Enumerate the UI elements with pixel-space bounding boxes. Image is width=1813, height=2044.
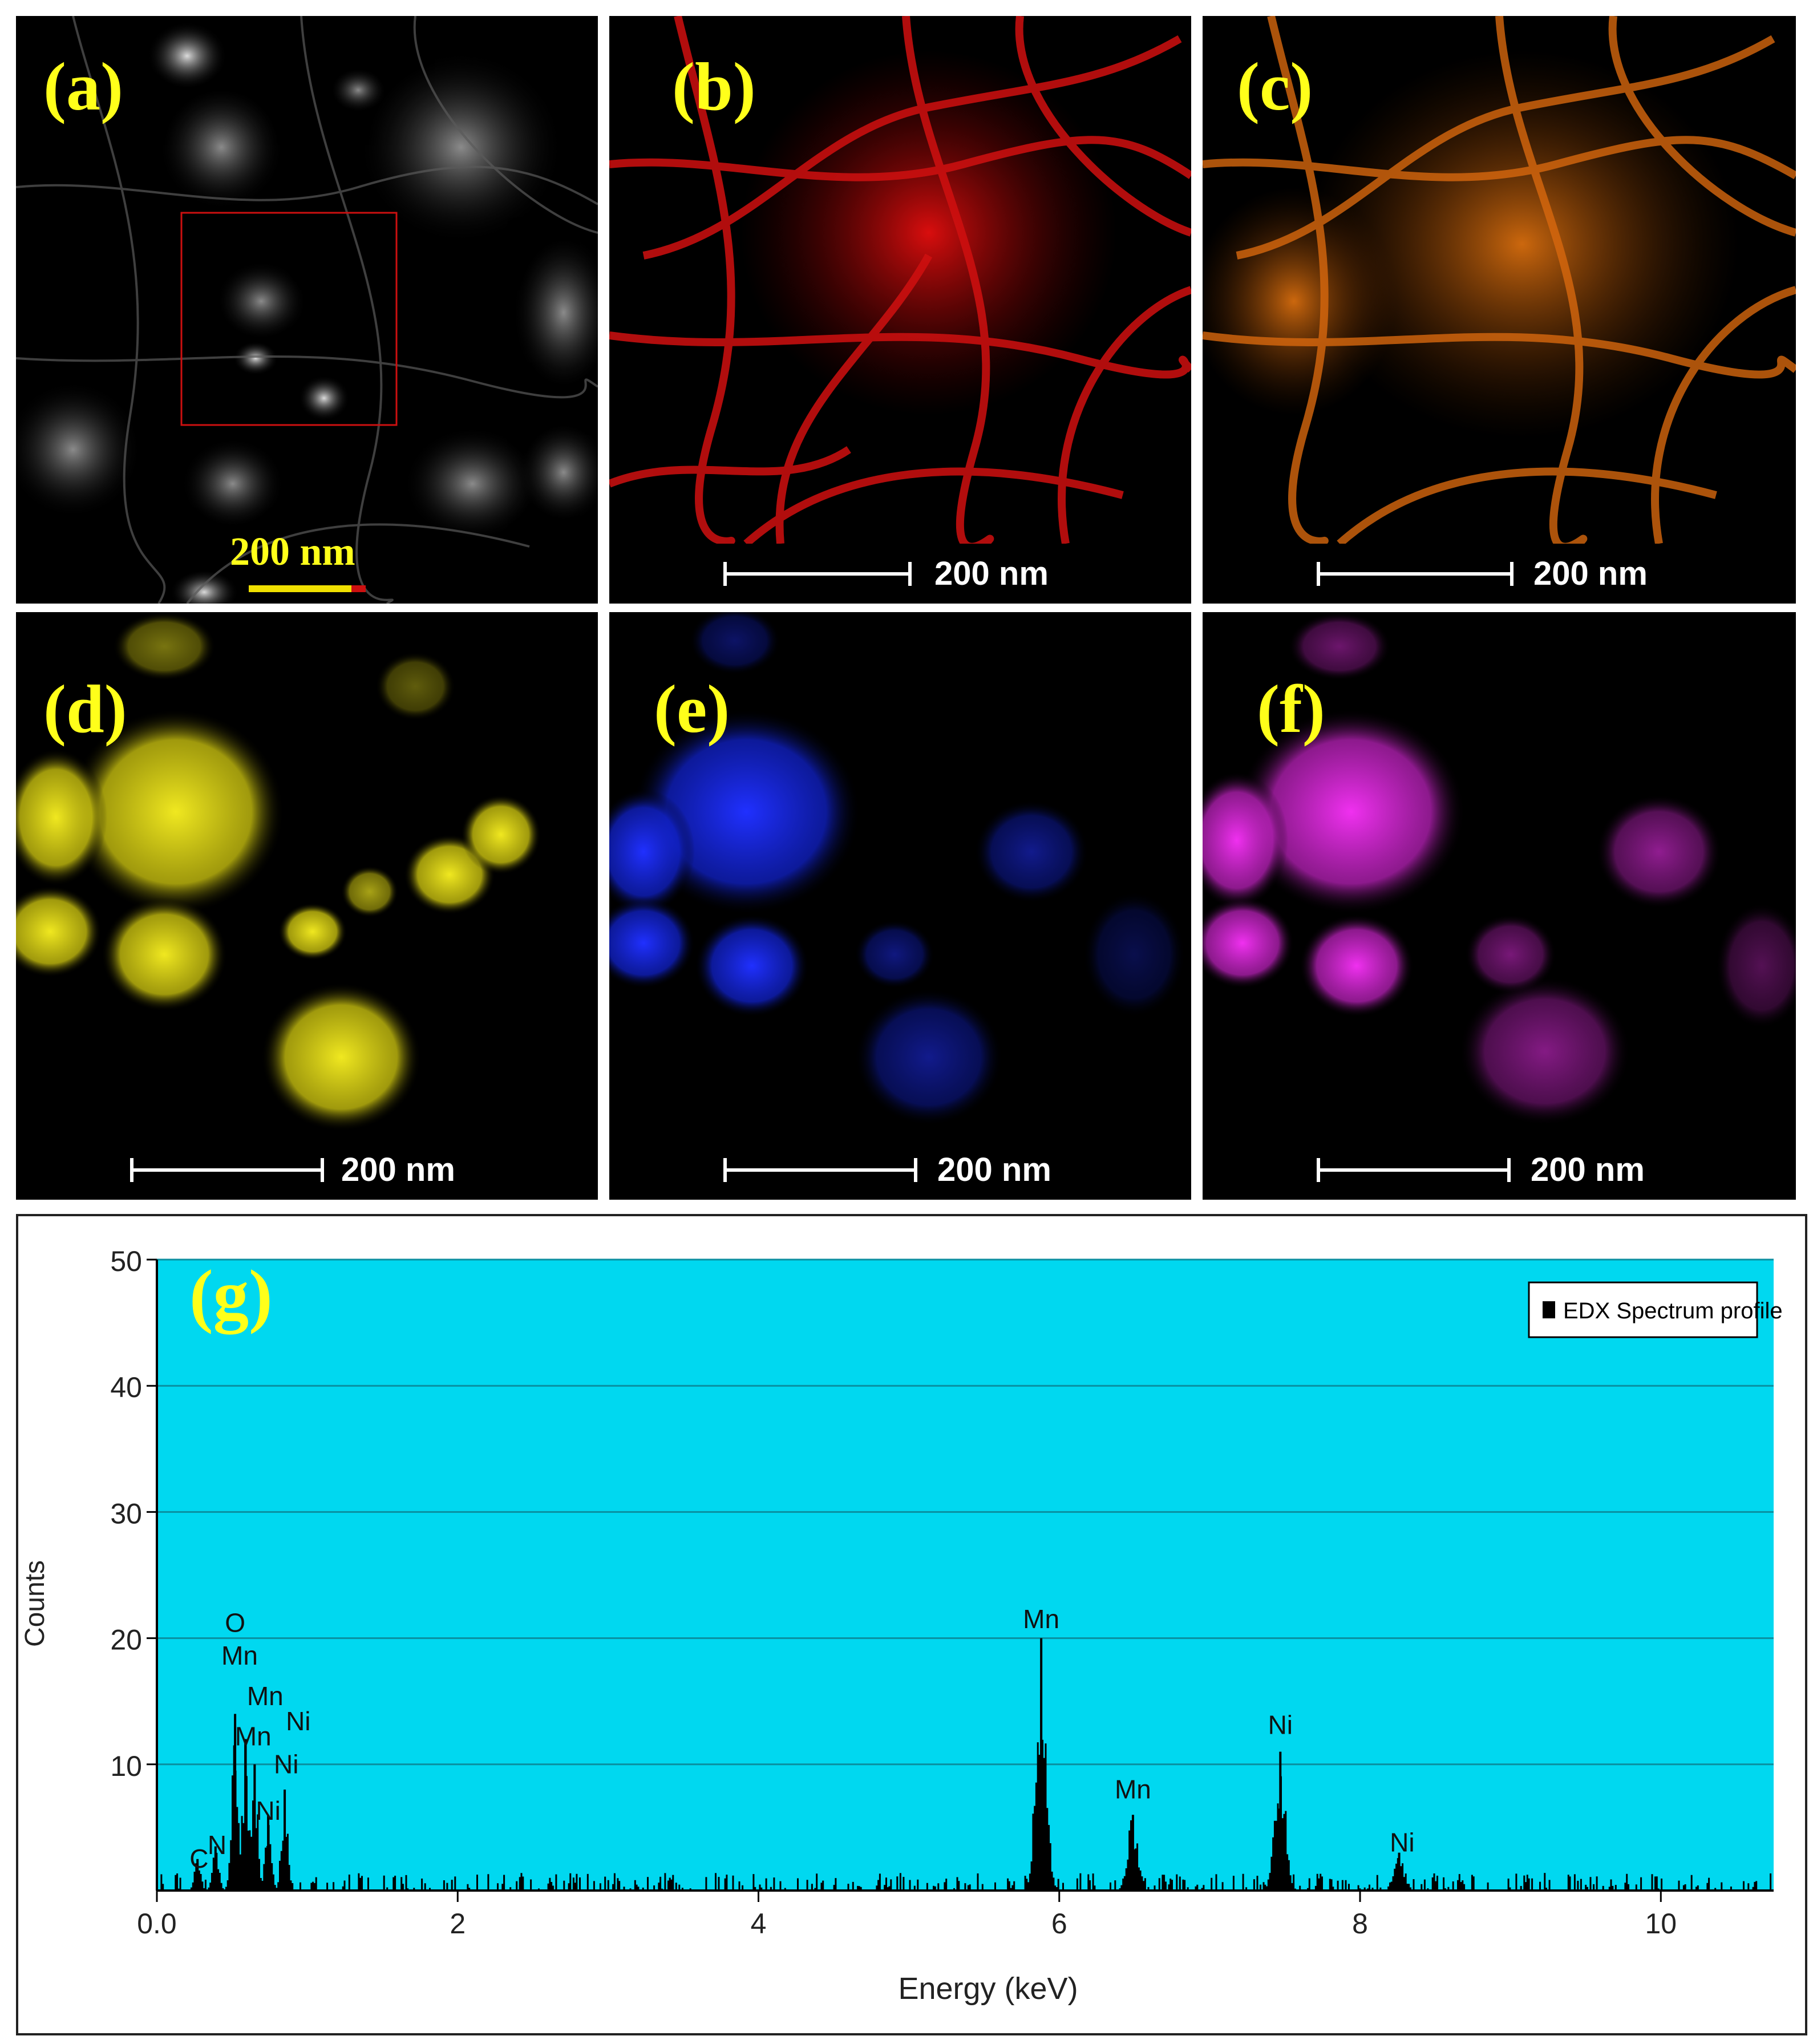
panel-f-map: (f) 200 nm (1203, 612, 1796, 1200)
panel-c-scale-text: 200 nm (1533, 555, 1648, 592)
y-tick-label: 30 (110, 1497, 142, 1529)
peak-annotation: C (189, 1844, 208, 1873)
peak-annotation: Ni (1390, 1827, 1414, 1857)
peak-annotation: Mn (1115, 1775, 1151, 1804)
peak-annotation: Ni (256, 1796, 280, 1826)
peak-annotation: Mn (235, 1722, 272, 1751)
plot-area (157, 1260, 1774, 1891)
y-tick-label: 20 (110, 1624, 142, 1656)
panel-e-label: (e) (654, 671, 730, 747)
panel-d-scale-text: 200 nm (341, 1151, 455, 1188)
element-map-magenta (1203, 612, 1796, 1126)
panel-b-label: (b) (672, 48, 756, 124)
y-axis-label: Counts (20, 1560, 50, 1647)
x-tick-label: 4 (751, 1908, 767, 1940)
panel-f-scale-text: 200 nm (1531, 1151, 1645, 1188)
panel-a-haadf-image: (a) 200 nm (16, 16, 598, 604)
panel-c-scale-bar: 200 nm (1203, 544, 1796, 604)
legend-swatch (1543, 1301, 1555, 1318)
x-tick-label: 2 (450, 1908, 466, 1940)
panel-e-scale-text: 200 nm (937, 1151, 1051, 1188)
peak-annotation: Ni (1268, 1710, 1293, 1740)
panel-a-label: (a) (43, 48, 123, 124)
panel-e-map: (e) 200 nm (609, 612, 1191, 1200)
y-tick-label: 10 (110, 1750, 142, 1782)
peak-annotation: O (225, 1608, 245, 1638)
panel-d-label: (d) (43, 671, 127, 747)
element-map-orange (1203, 16, 1796, 551)
x-axis-label: Energy (keV) (898, 1972, 1078, 2006)
panel-c-label: (c) (1237, 48, 1313, 124)
panel-d-scale-bar: 200 nm (16, 1140, 598, 1200)
y-tick-label: 50 (110, 1245, 142, 1277)
peak-annotation: Mn (247, 1681, 284, 1711)
haadf-micrograph (16, 16, 598, 604)
x-tick-label: 6 (1051, 1908, 1067, 1940)
peak-annotation: N (208, 1830, 226, 1860)
panel-e-scale-bar: 200 nm (609, 1140, 1191, 1200)
element-map-yellow (16, 612, 541, 1131)
legend-label: EDX Spectrum profile (1563, 1298, 1783, 1323)
panel-c-map: (c) 200 nm (1203, 16, 1796, 604)
element-map-blue (609, 612, 1185, 1126)
panel-g-edx-chart: 10 20 30 40 50 0.0 2 4 6 8 10 Energy (keV) Counts C N O… (16, 1214, 1807, 2035)
x-tick-label: 10 (1645, 1908, 1677, 1940)
peak-annotation: Ni (286, 1706, 310, 1736)
edx-spectrum-plot: 10 20 30 40 50 0.0 2 4 6 8 10 Energy (keV) Counts CN O… (20, 1245, 1783, 2006)
x-tick-label: 0.0 (137, 1908, 177, 1940)
panel-a-scale-text: 200 nm (230, 530, 355, 574)
peak-annotation: Mn (221, 1641, 258, 1670)
panel-f-label: (f) (1257, 671, 1325, 747)
legend-box (1528, 1281, 1758, 1338)
spectrum-trace (160, 1690, 1772, 1891)
x-tick-label: 8 (1352, 1908, 1368, 1940)
peak-annotation: Mn (1023, 1604, 1059, 1634)
element-map-red (609, 16, 1191, 551)
y-tick-label: 40 (110, 1371, 142, 1403)
panel-b-scale-text: 200 nm (934, 555, 1049, 592)
panel-b-scale-bar: 200 nm (609, 544, 1191, 604)
panel-d-map: (d) 200 nm (16, 612, 598, 1200)
panel-f-scale-bar: 200 nm (1203, 1140, 1796, 1200)
peak-annotation: Ni (274, 1749, 298, 1779)
panel-g-label: (g) (189, 1256, 273, 1335)
panel-b-map: (b) 200 nm (609, 16, 1191, 604)
